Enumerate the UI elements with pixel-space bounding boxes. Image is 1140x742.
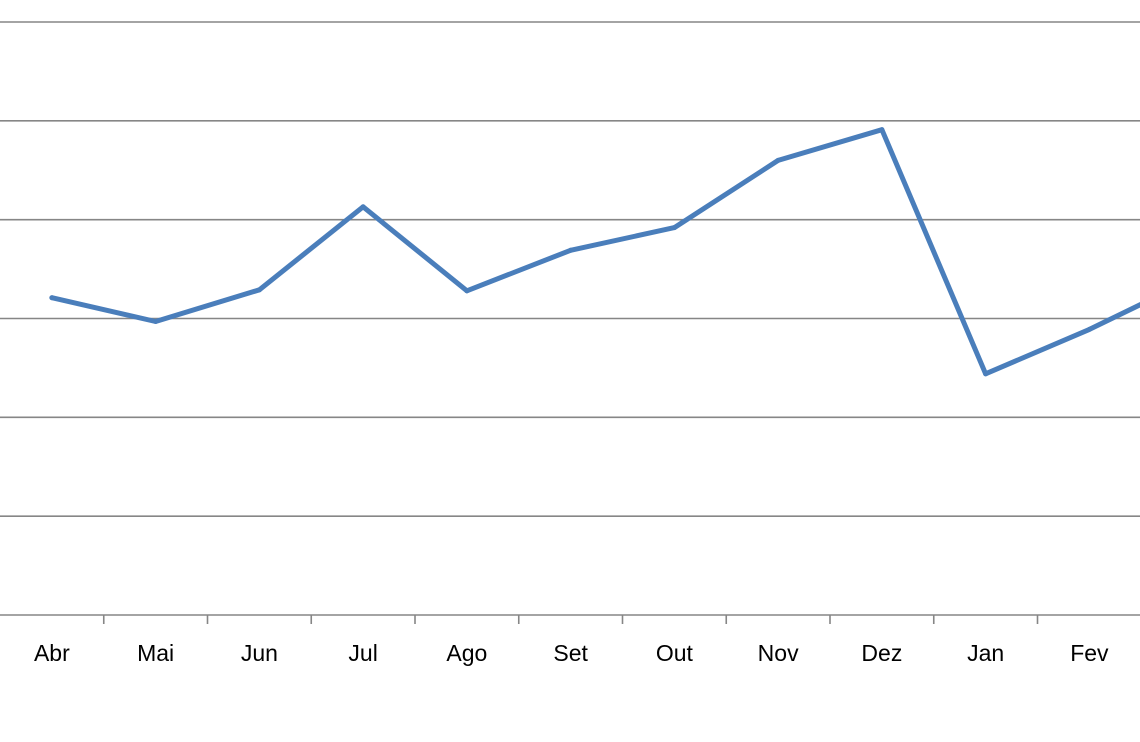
x-tick-label-abr: Abr (34, 640, 70, 666)
gridlines (0, 21, 1140, 517)
x-tick-labels: Abr Mai Jun Jul Ago Set Out Nov Dez Jan Fev (34, 640, 1109, 666)
data-point-jun (256, 287, 262, 293)
x-tick-label-out: Out (656, 640, 694, 666)
data-point-mai (153, 318, 159, 324)
data-point-fev (1086, 326, 1092, 332)
x-tick-label-dez: Dez (861, 640, 902, 666)
x-tick-label-ago: Ago (446, 640, 487, 666)
series-line-0 (49, 127, 1140, 377)
x-tick-label-jul: Jul (348, 640, 377, 666)
x-axis (0, 614, 1140, 624)
data-point-jul (360, 204, 366, 210)
data-point-set (568, 247, 574, 253)
data-point-nov (775, 157, 781, 163)
data-point-ago (464, 288, 470, 294)
x-tick-label-set: Set (553, 640, 588, 666)
x-tick-label-jan: Jan (967, 640, 1004, 666)
x-tick-label-fev: Fev (1070, 640, 1109, 666)
data-point-dez (879, 127, 885, 133)
data-point-out (671, 225, 677, 231)
x-tick-label-jun: Jun (241, 640, 278, 666)
series-group (49, 127, 1140, 377)
data-point-jan (983, 371, 989, 377)
data-point-abr (49, 295, 55, 301)
x-tick-label-nov: Nov (758, 640, 799, 666)
x-tick-label-mai: Mai (137, 640, 174, 666)
